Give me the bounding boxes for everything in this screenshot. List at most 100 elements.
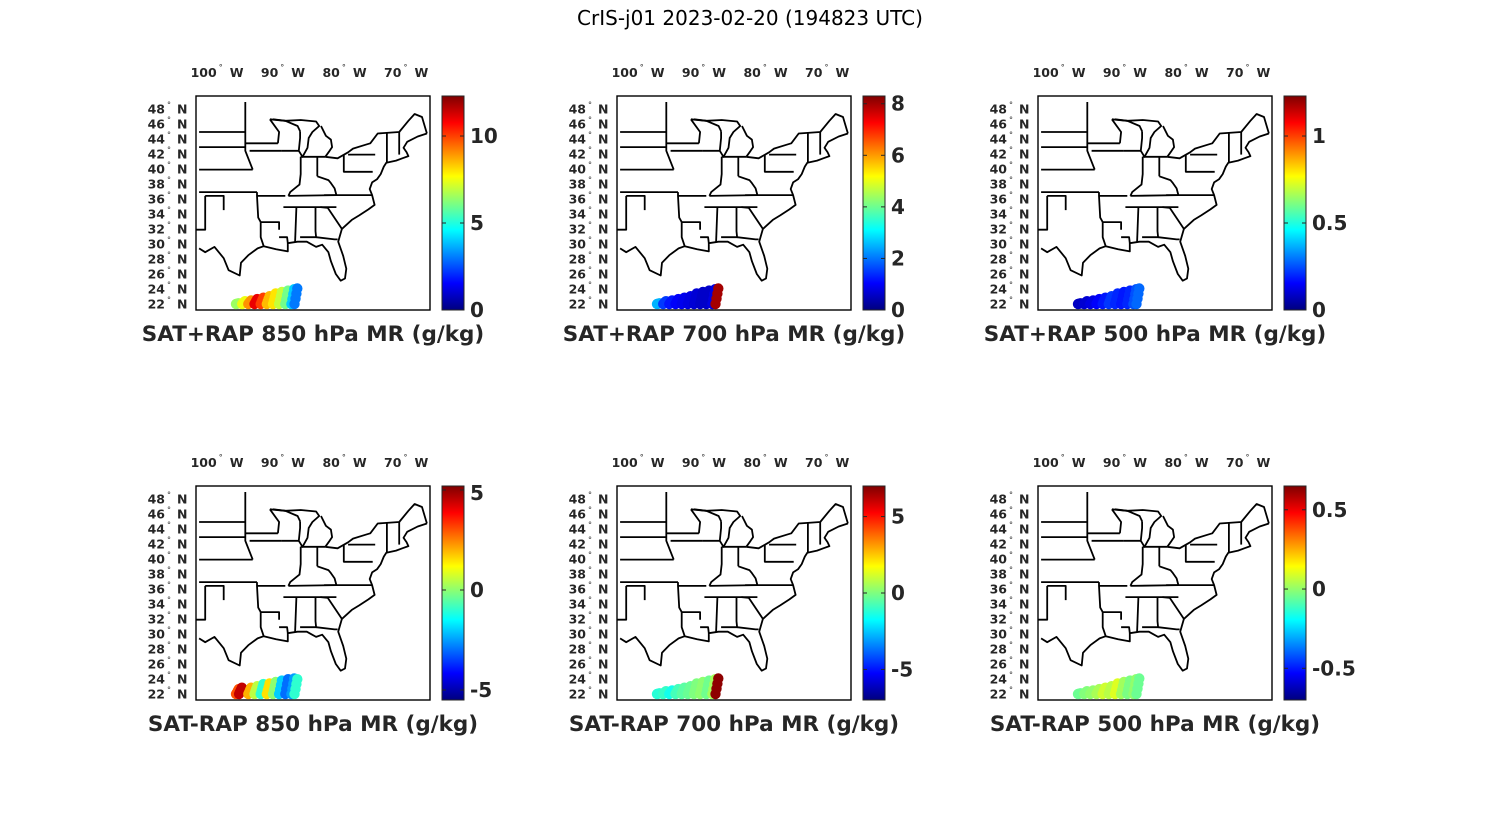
lat-tick-suffix: N: [1019, 597, 1029, 612]
degree-symbol: °: [1009, 206, 1013, 215]
degree-symbol: °: [588, 191, 592, 200]
colorbar: [1284, 486, 1306, 700]
lon-tick-suffix: W: [1133, 65, 1147, 80]
degree-symbol: °: [588, 611, 592, 620]
lat-tick-label: 42: [569, 147, 586, 162]
lat-tick-suffix: N: [177, 657, 187, 672]
degree-symbol: °: [167, 116, 171, 125]
degree-symbol: °: [167, 566, 171, 575]
state-border: [619, 132, 849, 282]
state-border: [1040, 522, 1270, 672]
lat-tick-label: 38: [148, 567, 165, 582]
lat-tick-label: 22: [569, 687, 586, 702]
lat-tick-suffix: N: [177, 687, 187, 702]
degree-symbol: °: [1009, 161, 1013, 170]
degree-symbol: °: [1245, 453, 1249, 462]
colorbar: [1284, 96, 1306, 310]
lat-tick-suffix: N: [177, 177, 187, 192]
state-border: [1101, 612, 1107, 637]
lat-tick-suffix: N: [177, 282, 187, 297]
panel-sat-minus-rap-500: 100 ° W 90 ° W 80 ° W 70 ° W 48 ° N 46 ° N 44 ° N 42 ° N 40 ° N 38 °…: [962, 445, 1382, 745]
state-border: [619, 522, 849, 672]
lon-tick-label: 70: [1226, 65, 1244, 80]
colorbar-tick-label: 5: [891, 505, 905, 529]
state-border: [721, 207, 738, 239]
lat-tick-label: 22: [990, 687, 1007, 702]
degree-symbol: °: [1009, 296, 1013, 305]
colorbar-tick-label: 0: [1312, 298, 1326, 322]
lat-tick-suffix: N: [177, 612, 187, 627]
map-basemap: [617, 102, 849, 282]
lon-tick-label: 100: [191, 65, 217, 80]
degree-symbol: °: [1184, 63, 1188, 72]
degree-symbol: °: [167, 551, 171, 560]
lon-tick-label: 90: [261, 455, 279, 470]
state-border: [300, 207, 317, 239]
lon-tick-label: 100: [1033, 455, 1059, 470]
colorbar-frame: [862, 95, 886, 311]
lat-tick-suffix: N: [598, 567, 608, 582]
chart-svg: 100 ° W 90 ° W 80 ° W 70 ° W48 ° N46 ° N44 ° N42 ° N40 ° N38 °…: [990, 453, 1356, 737]
lat-tick-label: 24: [148, 282, 166, 297]
scatter-layer: [1072, 673, 1145, 700]
state-border: [708, 156, 723, 197]
lat-tick-label: 40: [569, 162, 587, 177]
lat-tick-label: 42: [148, 147, 165, 162]
state-border: [1142, 597, 1159, 629]
state-border: [700, 626, 710, 634]
lat-tick-suffix: N: [1019, 582, 1029, 597]
chart-svg: 100 ° W 90 ° W 80 ° W 70 ° W48 ° N46 ° N44 ° N42 ° N40 ° N38 °…: [984, 63, 1348, 347]
lat-tick-suffix: N: [1019, 252, 1029, 267]
degree-symbol: °: [1009, 491, 1013, 500]
lat-tick-suffix: N: [1019, 552, 1029, 567]
lat-tick-suffix: N: [1019, 177, 1029, 192]
lat-tick-label: 40: [990, 552, 1008, 567]
lat-tick-label: 36: [569, 192, 587, 207]
lat-tick-label: 44: [148, 132, 166, 147]
degree-symbol: °: [167, 641, 171, 650]
lon-tick-label: 80: [1164, 65, 1182, 80]
degree-symbol: °: [167, 686, 171, 695]
state-border: [1038, 195, 1049, 231]
lat-tick-label: 48: [569, 492, 586, 507]
degree-symbol: °: [640, 453, 644, 462]
panel-sat-plus-rap-700: 100 ° W 90 ° W 80 ° W 70 ° W 48 ° N 46 ° N 44 ° N 42 ° N 40 ° N 38 °…: [541, 55, 961, 355]
colorbar-tick-label: 4: [891, 195, 905, 219]
lat-tick-label: 22: [148, 297, 165, 312]
state-border: [715, 597, 719, 632]
lat-tick-suffix: N: [598, 612, 608, 627]
lat-tick-suffix: N: [1019, 507, 1029, 522]
lat-tick-suffix: N: [177, 222, 187, 237]
state-border: [1157, 236, 1180, 241]
state-border: [259, 612, 265, 637]
lat-tick-label: 46: [569, 507, 587, 522]
panel-title: SAT+RAP 700 hPa MR (g/kg): [563, 322, 905, 347]
colorbar-frame: [441, 95, 465, 311]
lon-tick-label: 70: [384, 455, 402, 470]
state-border: [1159, 565, 1180, 586]
degree-symbol: °: [588, 296, 592, 305]
degree-symbol: °: [588, 281, 592, 290]
state-border: [617, 195, 628, 231]
degree-symbol: °: [167, 101, 171, 110]
lon-tick-suffix: W: [1133, 455, 1147, 470]
scatter-point: [1134, 673, 1145, 684]
degree-symbol: °: [219, 63, 223, 72]
lon-tick-suffix: W: [835, 455, 849, 470]
map-basemap: [196, 492, 428, 672]
degree-symbol: °: [1009, 521, 1013, 530]
degree-symbol: °: [588, 491, 592, 500]
lat-tick-suffix: N: [177, 162, 187, 177]
lat-tick-label: 28: [569, 642, 586, 657]
lat-tick-suffix: N: [598, 177, 608, 192]
colorbar-tick-label: 2: [891, 246, 905, 270]
lat-tick-suffix: N: [1019, 297, 1029, 312]
panel-sat-minus-rap-700: 100 ° W 90 ° W 80 ° W 70 ° W 48 ° N 46 ° N 44 ° N 42 ° N 40 ° N 38 °…: [541, 445, 961, 745]
colorbar-tick-label: 0: [891, 298, 905, 322]
state-border: [269, 508, 321, 548]
lon-tick-label: 100: [612, 65, 638, 80]
lat-tick-label: 38: [990, 177, 1007, 192]
lon-tick-suffix: W: [712, 455, 726, 470]
state-border: [1162, 125, 1175, 158]
degree-symbol: °: [1009, 101, 1013, 110]
